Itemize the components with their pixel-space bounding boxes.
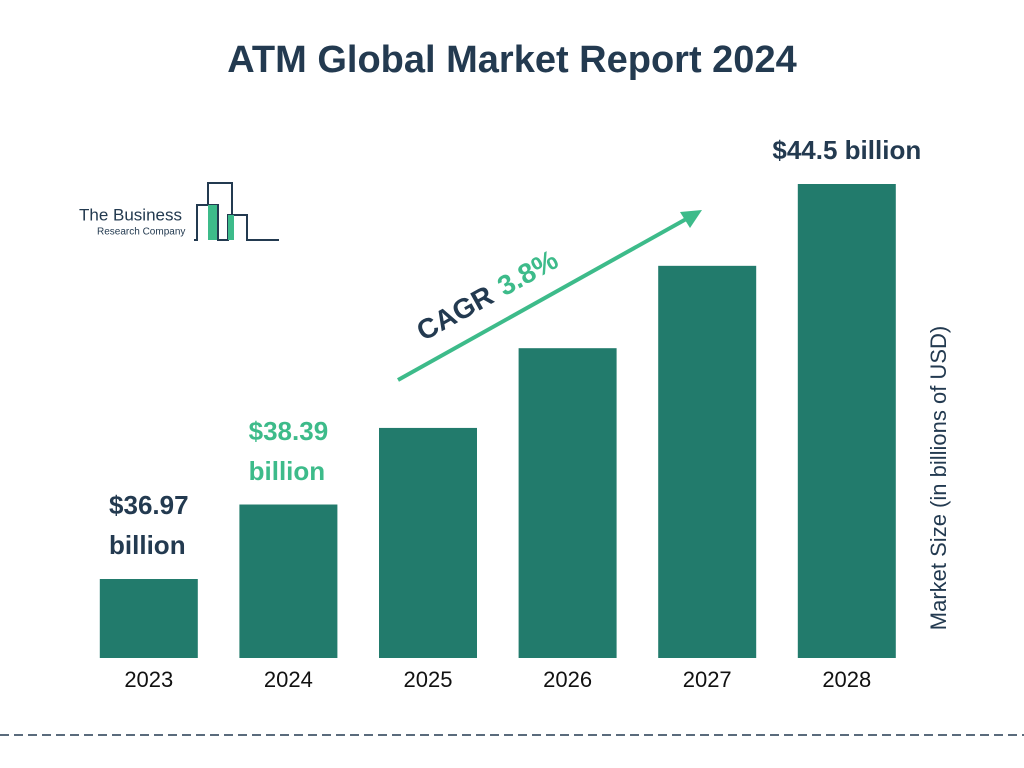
logo-shape xyxy=(208,205,217,240)
value-label: $44.5 billion xyxy=(772,135,922,165)
x-tick-label: 2024 xyxy=(264,667,313,692)
logo-shape xyxy=(207,182,233,215)
x-tick-label: 2023 xyxy=(124,667,173,692)
logo-shape xyxy=(194,204,279,241)
logo-shape xyxy=(228,215,234,240)
value-label: $38.39 billion xyxy=(248,415,329,486)
logo: The Business Research Company xyxy=(79,182,279,241)
logo-text: The Business xyxy=(79,205,182,224)
bar xyxy=(99,579,198,658)
bar xyxy=(518,348,617,658)
bar xyxy=(797,184,896,658)
y-axis-label: Market Size (in billions of USD) xyxy=(926,326,951,630)
x-tick-label: 2025 xyxy=(404,667,453,692)
x-tick-label: 2028 xyxy=(822,667,871,692)
bar xyxy=(239,504,338,658)
value-label: $36.97 billion xyxy=(109,490,189,560)
bar xyxy=(379,427,477,658)
x-tick-label: 2027 xyxy=(683,667,732,692)
cagr-arrowhead xyxy=(680,210,702,228)
bar xyxy=(658,265,757,658)
x-tick-label: 2026 xyxy=(543,667,592,692)
cagr-arrow xyxy=(397,216,689,382)
logo-text: Research Company xyxy=(97,227,185,238)
cagr-label: CAGR xyxy=(411,280,498,347)
chart-title: ATM Global Market Report 2024 xyxy=(227,39,796,81)
